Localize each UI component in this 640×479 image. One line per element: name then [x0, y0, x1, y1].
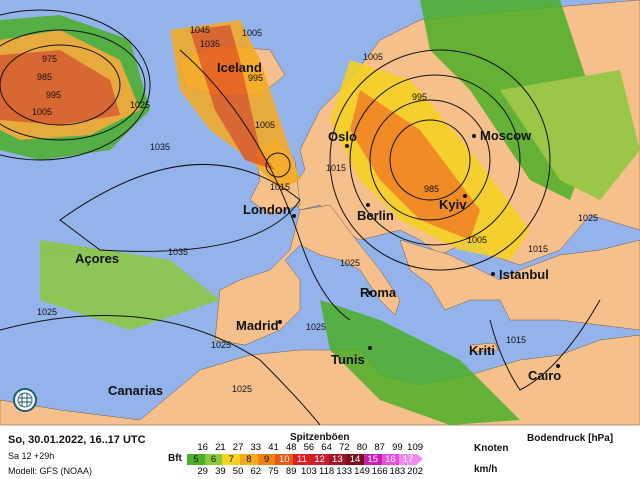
wind-gusts — [0, 0, 640, 425]
isobar-label: 1035 — [168, 247, 188, 257]
kmh-tick: 50 — [232, 466, 244, 477]
city-label: Iceland — [217, 60, 262, 75]
knots-tick: 109 — [407, 442, 424, 453]
beaufort-cell: 5 — [187, 454, 205, 465]
kmh-tick: 166 — [371, 466, 388, 477]
isobar-label: 1005 — [32, 107, 52, 117]
knots-tick: 41 — [268, 442, 279, 453]
globe-logo-icon[interactable] — [13, 388, 37, 412]
kmh-tick: 202 — [407, 466, 424, 477]
kmh-tick: 118 — [319, 466, 335, 477]
kmh-tick: 89 — [285, 466, 297, 477]
isobar-label: 1005 — [242, 28, 262, 38]
knots-tick: 16 — [197, 442, 208, 453]
beaufort-cell: 12 — [310, 454, 329, 465]
city-label: Moscow — [480, 128, 532, 143]
city-label: Oslo — [328, 129, 357, 144]
isobar-label: 1015 — [528, 244, 548, 254]
beaufort-cell: 15 — [363, 454, 382, 465]
city-markers — [278, 134, 560, 368]
isobar-label: 995 — [46, 90, 61, 100]
kmh-tick: 133 — [336, 466, 353, 477]
kmh-label: km/h — [474, 464, 498, 475]
bft-label: Bft — [168, 453, 182, 464]
beaufort-cell: 7 — [222, 454, 241, 465]
isobar-label: 995 — [248, 73, 263, 83]
beaufort-color-scale: 5 6 7 8 9 10 11 12 13 14 15 16 17 — [187, 454, 423, 465]
kmh-tick: 62 — [250, 466, 262, 477]
weather-map[interactable]: 1045 1035 1005 975 985 995 1005 1025 995… — [0, 0, 640, 425]
knots-tick: 99 — [392, 442, 403, 453]
isobar-label: 1025 — [306, 322, 326, 332]
knots-tick: 64 — [321, 442, 332, 453]
city-label: London — [243, 202, 291, 217]
isobar-label: 1025 — [232, 384, 252, 394]
isobar-label: 1015 — [270, 182, 290, 192]
beaufort-cell: 10 — [275, 454, 294, 465]
knots-tick: 48 — [285, 442, 297, 453]
pressure-title: Bodendruck [hPa] — [527, 433, 614, 444]
beaufort-cell: 9 — [257, 454, 276, 465]
city-label: Tunis — [331, 352, 365, 367]
city-label: Roma — [360, 285, 397, 300]
isobar-label: 1025 — [130, 100, 150, 110]
knots-tick: 33 — [250, 442, 262, 453]
knots-tick: 27 — [232, 442, 244, 453]
isobar-label: 985 — [424, 184, 439, 194]
city-label: Açores — [75, 251, 119, 266]
beaufort-cell: 16 — [381, 454, 400, 465]
isobar-label: 1025 — [340, 258, 360, 268]
isobar-label: 1035 — [200, 39, 220, 49]
isobar-label: 1005 — [467, 235, 487, 245]
knots-tick: 56 — [303, 442, 315, 453]
city-label: Istanbul — [499, 267, 549, 282]
isobar-label: 1025 — [37, 307, 57, 317]
scale-arrow — [416, 454, 423, 464]
knots-tick: 87 — [374, 442, 385, 453]
knots-tick: 72 — [339, 442, 350, 453]
beaufort-cell: 8 — [240, 454, 258, 465]
kmh-tick: 183 — [389, 466, 406, 477]
gust-title: Spitzenböen — [290, 432, 350, 443]
isobar-label: 995 — [412, 92, 427, 102]
model-run: Sa 12 +29h — [8, 451, 55, 461]
isobar-label: 1035 — [150, 142, 170, 152]
forecast-datetime: So, 30.01.2022, 16..17 UTC — [8, 434, 146, 446]
knots-tick: 21 — [215, 442, 226, 453]
city-label: Berlin — [357, 208, 394, 223]
isobar-labels: 1045 1035 1005 975 985 995 1005 1025 995… — [32, 25, 598, 394]
kmh-tick: 103 — [300, 466, 317, 477]
knots-label: Knoten — [474, 443, 509, 454]
knots-tick: 80 — [356, 442, 368, 453]
isobar-label: 1045 — [190, 25, 210, 35]
beaufort-cell: 11 — [293, 454, 311, 465]
city-label: Cairo — [528, 368, 561, 383]
kmh-tick: 75 — [268, 466, 279, 477]
isobar-label: 1025 — [578, 213, 598, 223]
isobar-label: 1015 — [506, 335, 526, 345]
kmh-tick: 149 — [354, 466, 370, 477]
isobar-label: 1005 — [255, 120, 275, 130]
city-label: Canarias — [108, 383, 163, 398]
city-label: Kyiv — [439, 197, 467, 212]
isobar-label: 1015 — [326, 163, 346, 173]
city-label: Kriti — [469, 343, 495, 358]
city-label: Madrid — [236, 318, 279, 333]
isobars — [0, 9, 601, 425]
isobar-label: 975 — [42, 54, 57, 64]
beaufort-cell: 6 — [204, 454, 223, 465]
kmh-tick: 39 — [215, 466, 226, 477]
isobar-label: 985 — [37, 72, 52, 82]
beaufort-cell: 13 — [328, 454, 347, 465]
isobar-label: 1005 — [363, 52, 383, 62]
city-labels: Iceland Oslo Moscow London Berlin Kyiv A… — [75, 60, 561, 398]
model-name: Modell: GFS (NOAA) — [8, 466, 93, 476]
kmh-tick: 29 — [197, 466, 208, 477]
beaufort-cell: 17 — [399, 454, 417, 465]
legend-footer: So, 30.01.2022, 16..17 UTC Sa 12 +29h Mo… — [0, 425, 640, 479]
isobar-label: 1025 — [211, 340, 231, 350]
beaufort-cell: 14 — [346, 454, 364, 465]
